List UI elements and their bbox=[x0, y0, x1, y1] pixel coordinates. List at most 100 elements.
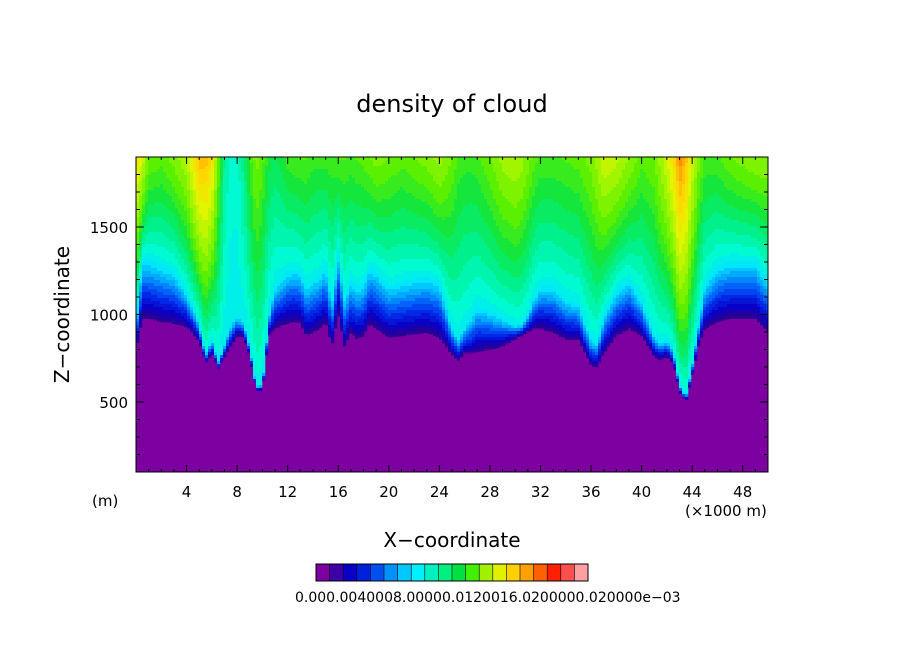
contour-cell bbox=[283, 178, 287, 182]
contour-cell bbox=[361, 262, 365, 266]
contour-cell bbox=[205, 286, 209, 290]
contour-cell bbox=[376, 286, 380, 290]
contour-cell bbox=[139, 160, 143, 164]
contour-cell bbox=[340, 190, 344, 194]
contour-cell bbox=[367, 256, 371, 260]
contour-cell bbox=[148, 262, 152, 266]
contour-cell bbox=[256, 373, 260, 377]
contour-cell bbox=[367, 301, 371, 305]
contour-cell bbox=[184, 307, 188, 311]
contour-cell bbox=[205, 232, 209, 236]
contour-cell bbox=[313, 316, 317, 320]
contour-cell bbox=[307, 304, 311, 308]
contour-cell bbox=[295, 283, 299, 287]
contour-cell bbox=[352, 160, 356, 164]
contour-cell bbox=[346, 211, 350, 215]
contour-cell bbox=[379, 178, 383, 182]
contour-cell bbox=[364, 169, 368, 173]
contour-cell bbox=[223, 169, 227, 173]
contour-cell bbox=[247, 169, 251, 173]
contour-cell bbox=[247, 175, 251, 179]
contour-cell bbox=[310, 181, 314, 185]
contour-cell bbox=[367, 283, 371, 287]
contour-cell bbox=[364, 328, 368, 332]
contour-cell bbox=[154, 163, 158, 167]
contour-cell bbox=[367, 319, 371, 323]
contour-cell bbox=[247, 253, 251, 257]
contour-cell bbox=[232, 247, 236, 251]
contour-cell bbox=[301, 268, 305, 272]
contour-cell bbox=[163, 250, 167, 254]
contour-cell bbox=[139, 262, 143, 266]
contour-cell bbox=[208, 193, 212, 197]
contour-cell bbox=[259, 352, 263, 356]
contour-cell bbox=[262, 328, 266, 332]
contour-cell bbox=[346, 226, 350, 230]
contour-cell bbox=[328, 310, 332, 314]
contour-cell bbox=[169, 286, 173, 290]
contour-cell bbox=[223, 325, 227, 329]
contour-cell bbox=[253, 226, 257, 230]
contour-cell bbox=[328, 232, 332, 236]
contour-cell bbox=[322, 187, 326, 191]
contour-cell bbox=[277, 280, 281, 284]
contour-cell bbox=[343, 313, 347, 317]
contour-cell bbox=[367, 253, 371, 257]
contour-cell bbox=[325, 313, 329, 317]
contour-cell bbox=[298, 163, 302, 167]
contour-cell bbox=[238, 286, 242, 290]
contour-cell bbox=[220, 181, 224, 185]
contour-cell bbox=[253, 172, 257, 176]
contour-cell bbox=[277, 250, 281, 254]
contour-cell bbox=[259, 301, 263, 305]
contour-cell bbox=[166, 220, 170, 224]
contour-cell bbox=[373, 238, 377, 242]
contour-cell bbox=[289, 304, 293, 308]
contour-cell bbox=[256, 166, 260, 170]
contour-cell bbox=[256, 220, 260, 224]
contour-cell bbox=[322, 178, 326, 182]
contour-cell bbox=[184, 322, 188, 326]
contour-cell bbox=[154, 175, 158, 179]
contour-cell bbox=[277, 259, 281, 263]
contour-cell bbox=[163, 295, 167, 299]
contour-cell bbox=[364, 295, 368, 299]
contour-cell bbox=[370, 289, 374, 293]
contour-cell bbox=[346, 208, 350, 212]
contour-cell bbox=[253, 325, 257, 329]
contour-cell bbox=[220, 286, 224, 290]
contour-cell bbox=[370, 166, 374, 170]
contour-cell bbox=[292, 199, 296, 203]
contour-cell bbox=[214, 316, 218, 320]
contour-cell bbox=[184, 250, 188, 254]
contour-cell bbox=[313, 211, 317, 215]
contour-cell bbox=[346, 289, 350, 293]
contour-cell bbox=[313, 175, 317, 179]
contour-cell bbox=[211, 169, 215, 173]
contour-cell bbox=[283, 166, 287, 170]
contour-cell bbox=[211, 193, 215, 197]
contour-cell bbox=[157, 178, 161, 182]
contour-cell bbox=[373, 307, 377, 311]
contour-cell bbox=[367, 232, 371, 236]
contour-cell bbox=[307, 280, 311, 284]
contour-cell bbox=[346, 238, 350, 242]
contour-cell bbox=[379, 316, 383, 320]
contour-cell bbox=[286, 277, 290, 281]
contour-cell bbox=[346, 313, 350, 317]
contour-cell bbox=[268, 265, 272, 269]
contour-cell bbox=[247, 325, 251, 329]
contour-cell bbox=[265, 193, 269, 197]
contour-cell bbox=[235, 259, 239, 263]
contour-cell bbox=[262, 280, 266, 284]
contour-cell bbox=[295, 280, 299, 284]
contour-cell bbox=[187, 307, 191, 311]
contour-cell bbox=[187, 196, 191, 200]
contour-cell bbox=[382, 271, 386, 275]
contour-cell bbox=[259, 271, 263, 275]
contour-cell bbox=[328, 280, 332, 284]
contour-cell bbox=[373, 319, 377, 323]
contour-cell bbox=[160, 187, 164, 191]
contour-cell bbox=[199, 226, 203, 230]
contour-cell bbox=[247, 292, 251, 296]
